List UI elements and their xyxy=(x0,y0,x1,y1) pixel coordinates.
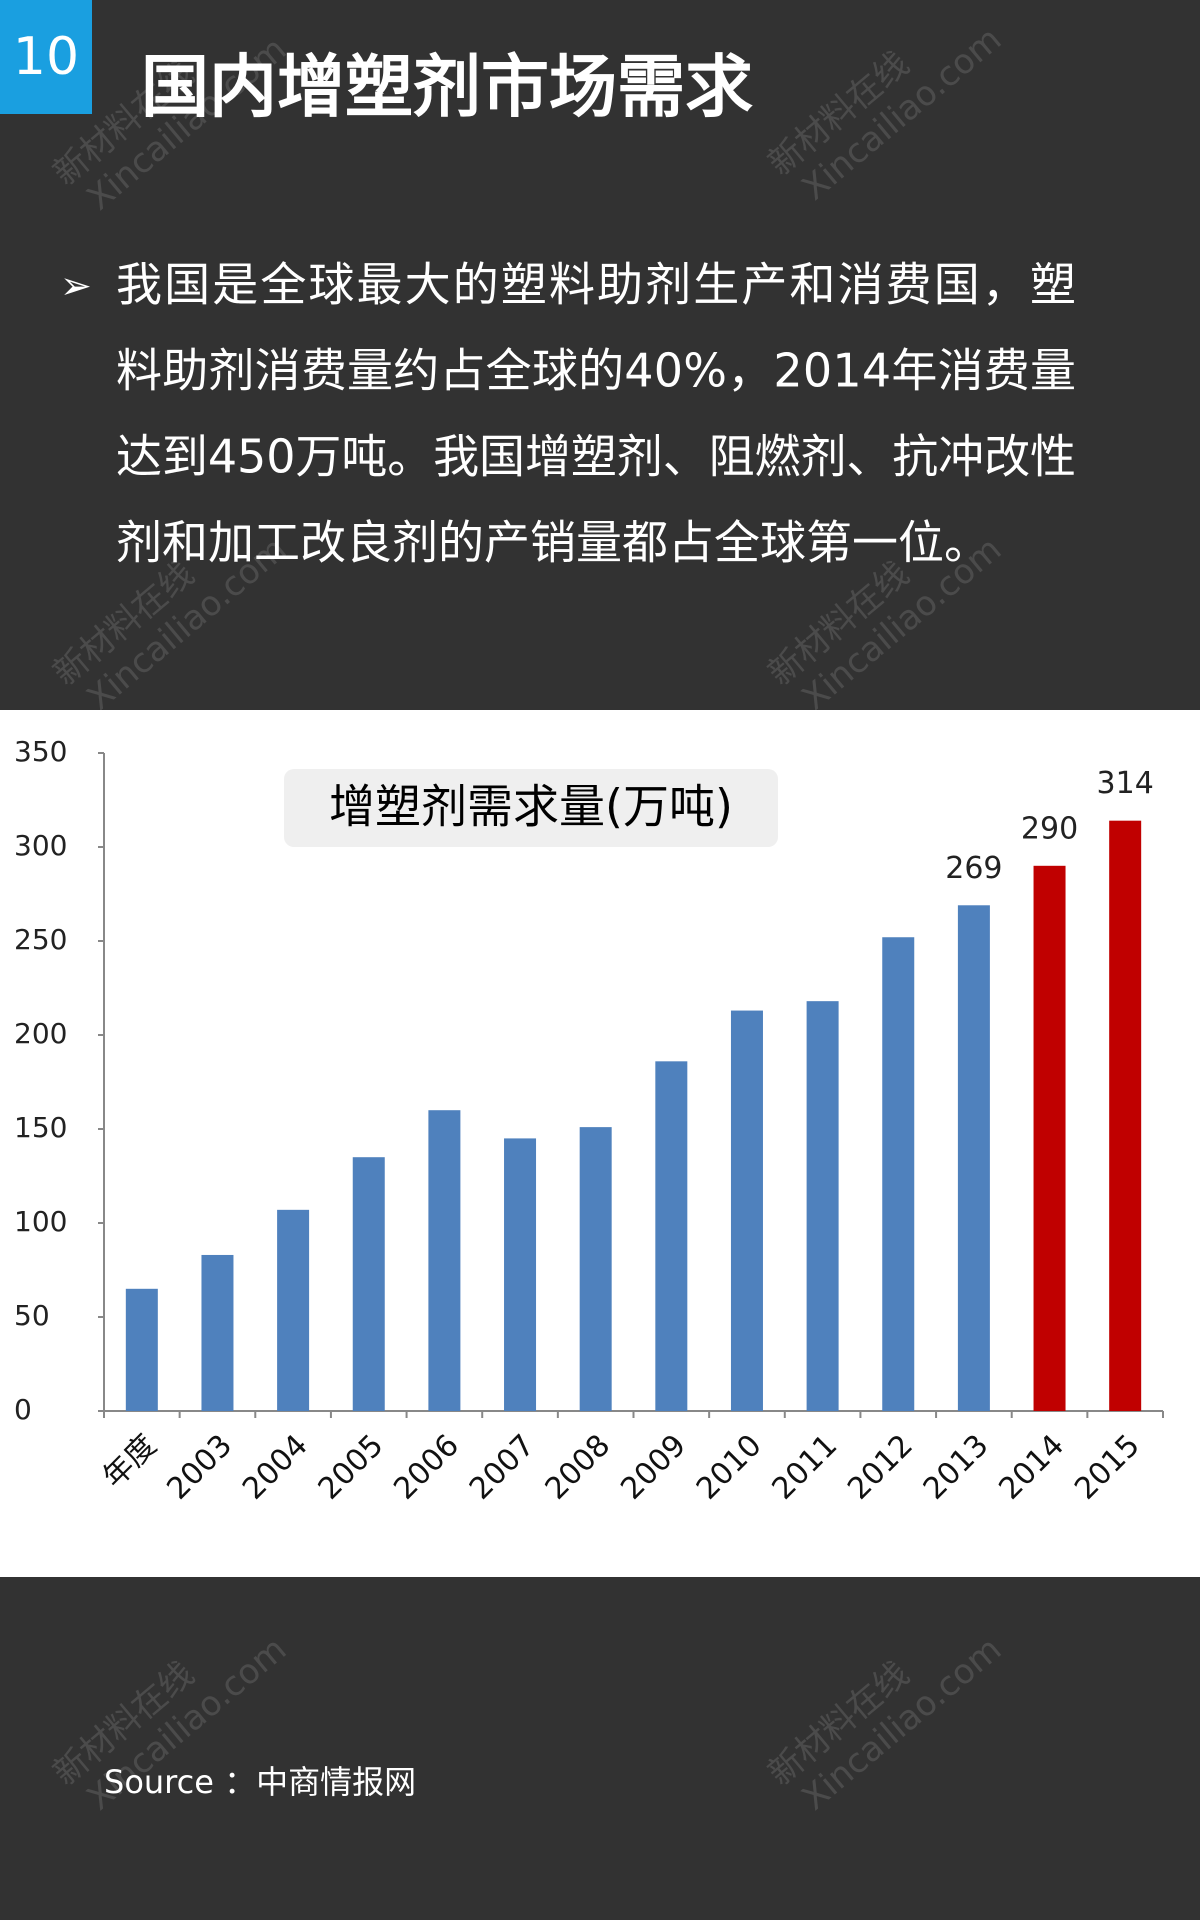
bullet-text: 我国是全球最大的塑料助剂生产和消费国，塑料助剂消费量约占全球的40%，2014年… xyxy=(116,258,1076,570)
y-tick-label: 350 xyxy=(14,735,67,768)
y-tick-label: 50 xyxy=(14,1299,50,1332)
y-tick-label: 200 xyxy=(14,1017,67,1050)
bar xyxy=(579,1127,612,1411)
data-label: 314 xyxy=(1097,766,1154,801)
y-tick-label: 100 xyxy=(14,1205,67,1238)
y-tick-label: 250 xyxy=(14,923,67,956)
bar xyxy=(428,1110,461,1411)
data-label: 290 xyxy=(1021,811,1078,846)
bar xyxy=(1109,820,1142,1411)
bullet-line: 达到450万吨。我国增塑剂、阻燃剂、抗冲改性 xyxy=(116,430,1076,484)
bullet-line: 料助剂消费量约占全球的40%，2014年消费量 xyxy=(116,344,1076,398)
bar xyxy=(504,1138,537,1411)
y-tick-label: 150 xyxy=(14,1111,67,1144)
bar xyxy=(352,1157,385,1411)
y-tick-label: 300 xyxy=(14,829,67,862)
slide-title: 国内增塑剂市场需求 xyxy=(141,49,753,128)
bar xyxy=(655,1061,688,1411)
y-tick-label: 0 xyxy=(14,1393,32,1426)
bar xyxy=(730,1010,763,1411)
bar xyxy=(277,1209,310,1411)
bar xyxy=(806,1001,839,1411)
bar xyxy=(957,905,990,1411)
bar xyxy=(1033,865,1066,1411)
bullet-line: 剂和加工改良剂的产销量都占全球第一位。 xyxy=(116,516,990,570)
bullet-marker: ➢ xyxy=(60,264,92,308)
badge-box xyxy=(0,0,92,114)
data-label: 269 xyxy=(945,851,1002,886)
source: Source ：中商情报网 xyxy=(104,1763,416,1801)
badge-number: 10 xyxy=(13,27,79,87)
chart-title: 增塑剂需求量(万吨) xyxy=(329,780,733,834)
bar xyxy=(125,1288,158,1411)
bar xyxy=(201,1254,234,1411)
bar xyxy=(882,937,915,1411)
chart-title-box xyxy=(284,769,778,847)
